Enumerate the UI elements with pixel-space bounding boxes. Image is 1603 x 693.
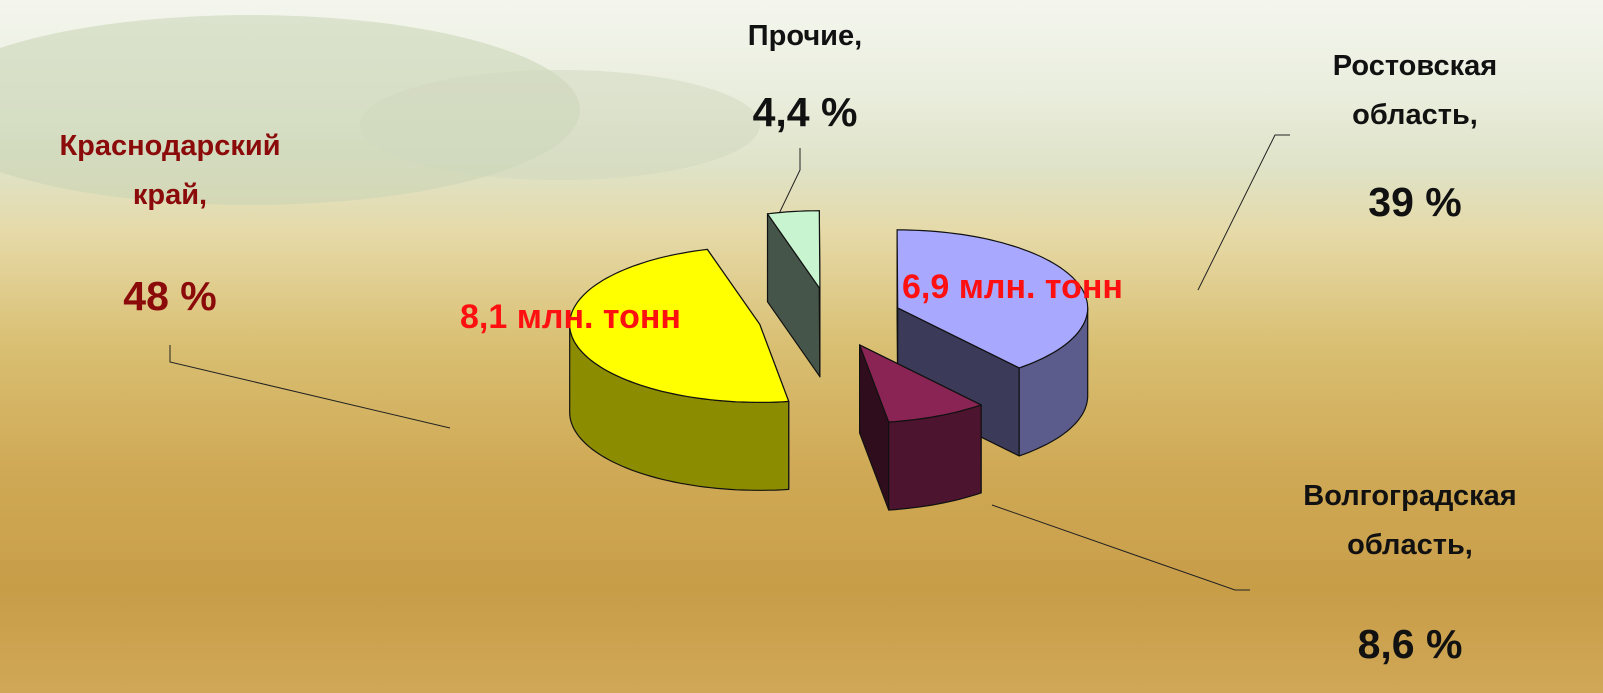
leader-line	[1197, 134, 1290, 291]
leader-line	[991, 504, 1250, 591]
slice-top	[858, 344, 982, 423]
tree-line	[360, 70, 760, 180]
value-label: 8,6 %	[1357, 621, 1463, 667]
slice-top	[766, 210, 821, 290]
field	[0, 560, 1603, 693]
leader-line	[169, 345, 451, 429]
value-label: 39 %	[1368, 179, 1462, 225]
leader-lines	[169, 134, 1290, 591]
annotation: 6,9 млн. тонн	[902, 268, 1123, 306]
pie-slice	[858, 344, 982, 511]
leader-line	[774, 148, 801, 223]
category-label: Волгоградская область,	[1303, 480, 1517, 562]
category-label: Прочие,	[747, 20, 863, 52]
pie-slice	[896, 229, 1089, 457]
slice-top	[569, 248, 790, 403]
slice-top	[896, 229, 1089, 369]
value-label: 4,4 %	[752, 89, 858, 135]
slices	[569, 210, 1089, 511]
category-label: Краснодарский край,	[59, 130, 281, 212]
value-label: 48 %	[123, 273, 217, 319]
annotation: 8,1 млн. тонн	[460, 298, 681, 336]
pie-slice	[569, 248, 790, 491]
category-label: Ростовская область,	[1332, 50, 1498, 132]
pie-slice	[766, 210, 821, 378]
